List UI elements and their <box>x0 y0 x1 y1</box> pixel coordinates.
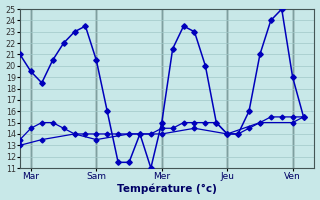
X-axis label: Température (°c): Température (°c) <box>117 184 217 194</box>
